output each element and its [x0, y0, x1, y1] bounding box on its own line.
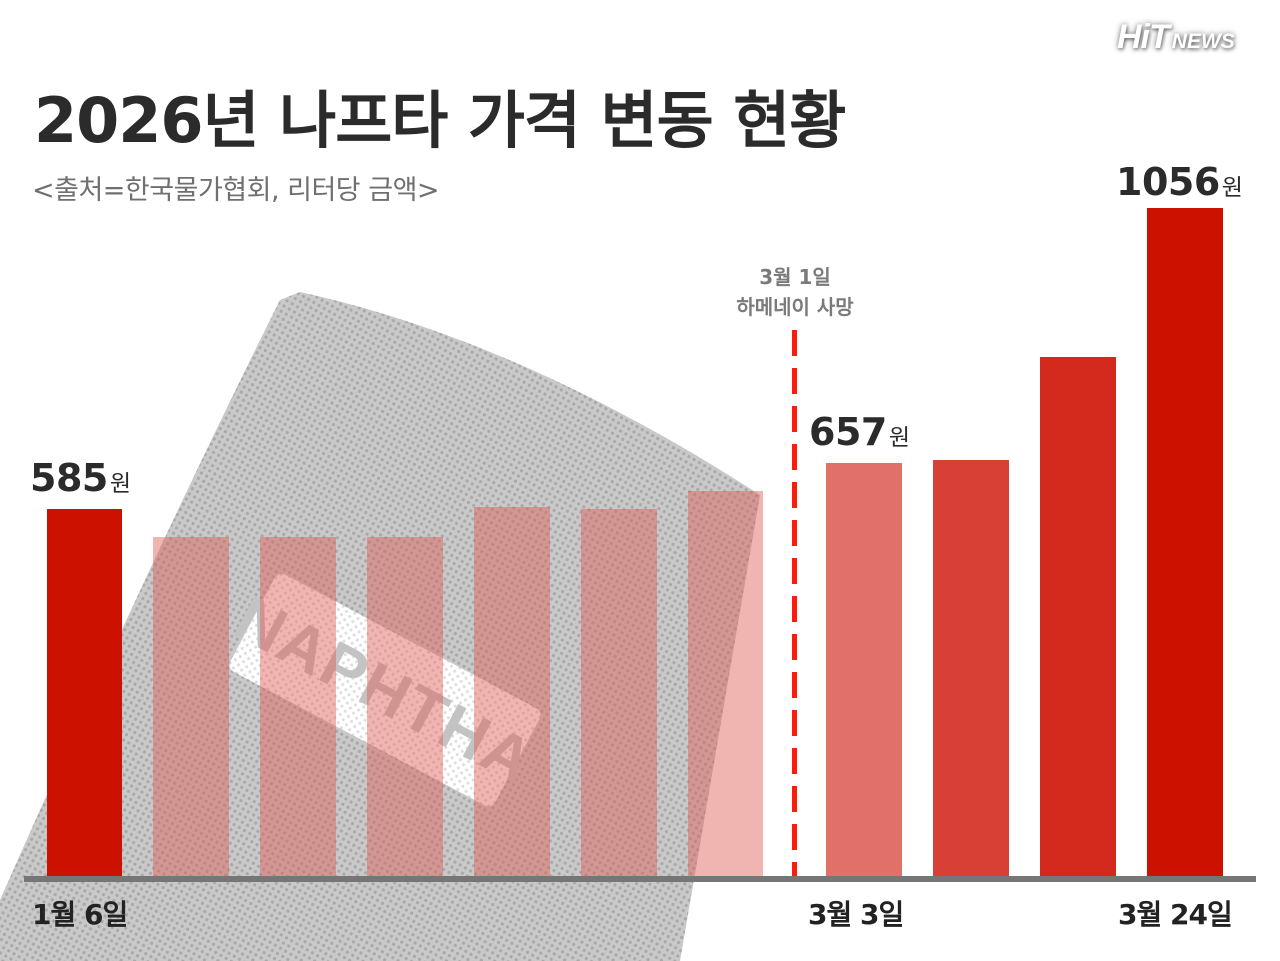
- bar-10: [1040, 357, 1116, 878]
- bar-11: [1147, 208, 1223, 878]
- bar-8: [826, 463, 902, 878]
- bar-3: [260, 537, 336, 878]
- event-text: 하메네이 사망: [736, 295, 854, 319]
- event-annotation: 3월 1일 하메네이 사망: [700, 262, 890, 322]
- hit-news-logo: HiT NEWS: [1117, 18, 1267, 56]
- bar-7: [688, 491, 763, 878]
- x-label-last: 3월 24일: [1118, 898, 1233, 931]
- x-label-first: 1월 6일: [32, 898, 128, 931]
- value-label-bar-1: 585원: [30, 456, 131, 500]
- chart-subtitle: <출처=한국물가협회, 리터당 금액>: [32, 175, 440, 206]
- x-axis-line: [24, 876, 1256, 882]
- bar-6: [581, 509, 657, 878]
- bar-2: [153, 537, 229, 878]
- event-date: 3월 1일: [759, 265, 831, 289]
- logo-sub: NEWS: [1171, 30, 1235, 53]
- chart-title: 2026년 나프타 가격 변동 현황: [34, 84, 846, 157]
- value-label-bar-11: 1056원: [1116, 160, 1243, 204]
- bar-1: [47, 509, 122, 878]
- event-dashed-line: [792, 330, 797, 878]
- bar-9: [933, 460, 1009, 878]
- bar-5: [474, 507, 550, 878]
- x-label-mid: 3월 3일: [808, 898, 904, 931]
- bar-4: [367, 537, 443, 878]
- logo-main: HiT: [1117, 18, 1170, 56]
- value-label-bar-8: 657원: [809, 410, 910, 454]
